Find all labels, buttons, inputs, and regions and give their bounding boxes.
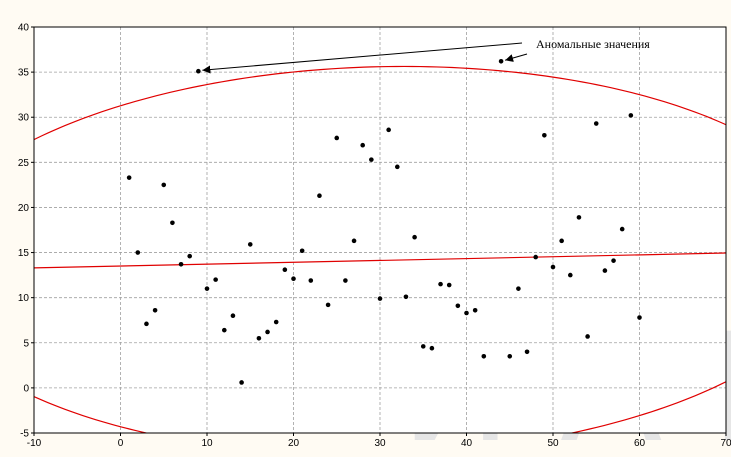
data-point: [455, 303, 461, 309]
y-tick-label: 25: [18, 158, 30, 169]
annotation-text: Аномальные значения: [536, 37, 650, 51]
x-tick-label: 70: [720, 438, 731, 449]
data-point: [377, 296, 383, 301]
data-point: [291, 276, 296, 282]
y-tick-label: 40: [18, 23, 30, 34]
x-tick-label: 0: [118, 438, 124, 449]
data-point: [593, 121, 599, 126]
data-point: [144, 321, 149, 327]
data-point: [576, 215, 582, 220]
data-point: [222, 327, 227, 333]
data-point: [360, 142, 366, 148]
data-point: [317, 193, 322, 199]
data-point: [619, 226, 625, 232]
x-tick-label: 60: [634, 438, 646, 449]
y-tick-label: -5: [20, 429, 29, 440]
data-point: [498, 58, 504, 64]
data-point: [628, 113, 634, 118]
data-point: [204, 286, 210, 291]
data-point: [395, 164, 400, 170]
data-point: [420, 344, 426, 349]
data-point: [230, 313, 236, 319]
data-point: [559, 238, 564, 244]
annotation: Аномальные значения: [202, 37, 650, 74]
y-tick-label: 35: [18, 68, 30, 79]
data-point: [412, 234, 417, 240]
data-point: [429, 345, 435, 351]
data-point: [542, 132, 547, 138]
data-point: [265, 329, 270, 335]
y-tick-label: 15: [18, 248, 30, 259]
regression-line: [34, 252, 726, 269]
data-point: [325, 302, 331, 308]
data-point: [299, 248, 305, 254]
data-point: [472, 307, 478, 313]
x-tick-label: 40: [461, 438, 473, 449]
data-point: [239, 380, 244, 385]
y-tick-label: 20: [18, 203, 30, 214]
data-point: [438, 281, 443, 287]
data-point: [550, 264, 556, 270]
data-point: [343, 278, 348, 283]
x-tick-label: 10: [201, 438, 213, 449]
data-point: [568, 272, 573, 278]
y-tick-label: 10: [18, 293, 30, 304]
data-point: [524, 349, 530, 355]
data-points: [126, 58, 642, 385]
x-tick-label: 30: [374, 438, 386, 449]
data-point: [386, 127, 391, 133]
annotation-arrow: [504, 53, 528, 62]
data-point: [126, 175, 132, 180]
data-point: [334, 135, 340, 141]
data-point: [161, 182, 167, 188]
data-point: [282, 267, 288, 272]
data-point: [308, 278, 314, 283]
data-point: [585, 334, 590, 339]
data-point: [533, 254, 538, 260]
data-point: [247, 242, 253, 247]
data-point: [369, 157, 374, 162]
y-tick-label: 30: [18, 113, 30, 124]
annotation-arrow: [202, 42, 523, 74]
data-point: [507, 354, 513, 359]
data-point: [196, 68, 201, 74]
data-point: [178, 261, 184, 267]
data-point: [273, 319, 279, 325]
data-point: [637, 315, 642, 320]
data-point: [602, 268, 608, 273]
x-tick-label: -10: [27, 438, 42, 449]
data-point: [403, 294, 409, 300]
y-tick-label: 5: [23, 338, 29, 349]
data-point: [446, 282, 452, 288]
data-point: [611, 258, 616, 263]
data-point: [187, 253, 192, 259]
data-point: [516, 286, 521, 291]
axis-ticks: -10 0 10 20 30 40 50 60 70 -5 0 5 10 15 20 25 30 35 40: [18, 23, 731, 450]
data-point: [256, 335, 262, 341]
data-point: [351, 238, 357, 244]
data-point: [464, 310, 469, 316]
confidence-ellipse: [34, 65, 726, 433]
data-point: [213, 277, 218, 282]
x-tick-label: 50: [547, 438, 559, 449]
x-tick-label: 20: [288, 438, 300, 449]
data-point: [135, 250, 141, 255]
data-point: [481, 354, 487, 359]
data-point: [152, 307, 158, 313]
data-point: [170, 220, 175, 226]
y-tick-label: 0: [23, 383, 29, 394]
